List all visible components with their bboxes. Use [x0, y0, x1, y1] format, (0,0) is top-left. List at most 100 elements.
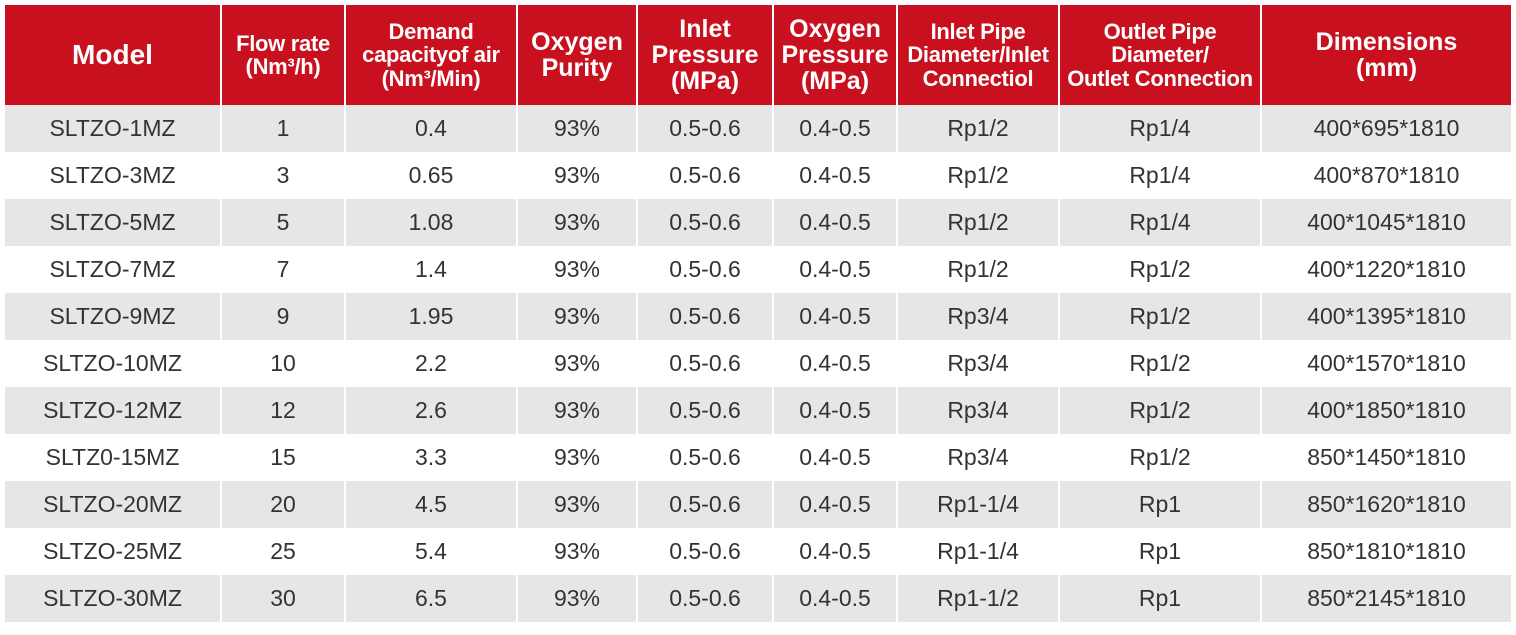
cell-outlet-pipe: Rp1/2 — [1058, 387, 1261, 434]
table-row: SLTZO-25MZ 25 5.4 93% 0.5-0.6 0.4-0.5 Rp1-1/4 R… — [5, 528, 1511, 575]
cell-flow-rate: 12 — [220, 387, 345, 434]
cell-oxygen-purity: 93% — [516, 152, 637, 199]
table-row: SLTZO-5MZ 5 1.08 93% 0.5-0.6 0.4-0.5 Rp1/2 Rp1/… — [5, 199, 1511, 246]
cell-outlet-pipe: Rp1/2 — [1058, 293, 1261, 340]
cell-inlet-pressure: 0.5-0.6 — [636, 152, 773, 199]
cell-dimensions: 850*1810*1810 — [1260, 528, 1511, 575]
cell-oxygen-purity: 93% — [516, 387, 637, 434]
cell-dimensions: 400*870*1810 — [1260, 152, 1511, 199]
table-header: Model Flow rate (Nm³/h) Demand capacityo… — [5, 5, 1511, 105]
cell-oxygen-purity: 93% — [516, 481, 637, 528]
cell-outlet-pipe: Rp1/4 — [1058, 105, 1261, 152]
cell-inlet-pipe: Rp3/4 — [896, 434, 1059, 481]
cell-flow-rate: 30 — [220, 575, 345, 622]
cell-oxygen-pressure: 0.4-0.5 — [772, 575, 897, 622]
cell-outlet-pipe: Rp1/2 — [1058, 246, 1261, 293]
cell-flow-rate: 9 — [220, 293, 345, 340]
cell-dimensions: 400*1850*1810 — [1260, 387, 1511, 434]
cell-air-demand: 1.4 — [344, 246, 517, 293]
header-outlet-pipe: Outlet Pipe Diameter/ Outlet Connection — [1058, 5, 1261, 105]
cell-oxygen-purity: 93% — [516, 340, 637, 387]
cell-model: SLTZO-5MZ — [5, 199, 221, 246]
cell-inlet-pressure: 0.5-0.6 — [636, 528, 773, 575]
oxygen-generator-spec-table: Model Flow rate (Nm³/h) Demand capacityo… — [5, 5, 1511, 622]
cell-oxygen-pressure: 0.4-0.5 — [772, 481, 897, 528]
cell-dimensions: 400*1570*1810 — [1260, 340, 1511, 387]
cell-outlet-pipe: Rp1 — [1058, 528, 1261, 575]
table-row: SLTZO-9MZ 9 1.95 93% 0.5-0.6 0.4-0.5 Rp3/4 Rp1/… — [5, 293, 1511, 340]
cell-model: SLTZO-30MZ — [5, 575, 221, 622]
cell-inlet-pipe: Rp3/4 — [896, 387, 1059, 434]
cell-dimensions: 850*1450*1810 — [1260, 434, 1511, 481]
cell-dimensions: 400*1395*1810 — [1260, 293, 1511, 340]
cell-oxygen-purity: 93% — [516, 293, 637, 340]
cell-flow-rate: 15 — [220, 434, 345, 481]
cell-inlet-pressure: 0.5-0.6 — [636, 481, 773, 528]
cell-flow-rate: 25 — [220, 528, 345, 575]
cell-inlet-pressure: 0.5-0.6 — [636, 575, 773, 622]
table-row: SLTZO-12MZ 12 2.6 93% 0.5-0.6 0.4-0.5 Rp3/4 Rp1… — [5, 387, 1511, 434]
cell-inlet-pipe: Rp1-1/4 — [896, 528, 1059, 575]
cell-dimensions: 400*1220*1810 — [1260, 246, 1511, 293]
cell-oxygen-purity: 93% — [516, 528, 637, 575]
cell-inlet-pipe: Rp3/4 — [896, 340, 1059, 387]
cell-outlet-pipe: Rp1 — [1058, 575, 1261, 622]
cell-oxygen-pressure: 0.4-0.5 — [772, 152, 897, 199]
cell-inlet-pressure: 0.5-0.6 — [636, 246, 773, 293]
cell-oxygen-pressure: 0.4-0.5 — [772, 199, 897, 246]
cell-flow-rate: 3 — [220, 152, 345, 199]
cell-air-demand: 3.3 — [344, 434, 517, 481]
cell-flow-rate: 10 — [220, 340, 345, 387]
table-row: SLTZO-7MZ 7 1.4 93% 0.5-0.6 0.4-0.5 Rp1/2 Rp1/2… — [5, 246, 1511, 293]
cell-oxygen-purity: 93% — [516, 575, 637, 622]
cell-dimensions: 400*1045*1810 — [1260, 199, 1511, 246]
cell-oxygen-pressure: 0.4-0.5 — [772, 387, 897, 434]
cell-model: SLTZO-3MZ — [5, 152, 221, 199]
cell-model: SLTZO-20MZ — [5, 481, 221, 528]
cell-model: SLTZO-9MZ — [5, 293, 221, 340]
cell-air-demand: 2.2 — [344, 340, 517, 387]
header-model: Model — [5, 5, 221, 105]
cell-flow-rate: 7 — [220, 246, 345, 293]
cell-air-demand: 1.08 — [344, 199, 517, 246]
cell-oxygen-purity: 93% — [516, 105, 637, 152]
header-oxygen-pressure: Oxygen Pressure (MPa) — [772, 5, 897, 105]
cell-inlet-pipe: Rp1-1/2 — [896, 575, 1059, 622]
cell-oxygen-pressure: 0.4-0.5 — [772, 528, 897, 575]
cell-inlet-pipe: Rp1/2 — [896, 246, 1059, 293]
cell-air-demand: 0.4 — [344, 105, 517, 152]
cell-model: SLTZO-1MZ — [5, 105, 221, 152]
cell-air-demand: 0.65 — [344, 152, 517, 199]
cell-oxygen-purity: 93% — [516, 434, 637, 481]
cell-oxygen-pressure: 0.4-0.5 — [772, 340, 897, 387]
header-flow-rate: Flow rate (Nm³/h) — [220, 5, 345, 105]
cell-outlet-pipe: Rp1/4 — [1058, 199, 1261, 246]
table-row: SLTZO-3MZ 3 0.65 93% 0.5-0.6 0.4-0.5 Rp1/2 Rp1/… — [5, 152, 1511, 199]
cell-oxygen-pressure: 0.4-0.5 — [772, 434, 897, 481]
cell-outlet-pipe: Rp1/2 — [1058, 434, 1261, 481]
cell-inlet-pipe: Rp1/2 — [896, 152, 1059, 199]
cell-air-demand: 2.6 — [344, 387, 517, 434]
cell-model: SLTZO-12MZ — [5, 387, 221, 434]
cell-oxygen-pressure: 0.4-0.5 — [772, 293, 897, 340]
cell-outlet-pipe: Rp1 — [1058, 481, 1261, 528]
cell-model: SLTZ0-15MZ — [5, 434, 221, 481]
cell-inlet-pipe: Rp1-1/4 — [896, 481, 1059, 528]
cell-dimensions: 400*695*1810 — [1260, 105, 1511, 152]
cell-inlet-pipe: Rp3/4 — [896, 293, 1059, 340]
cell-inlet-pressure: 0.5-0.6 — [636, 387, 773, 434]
table-row: SLTZO-20MZ 20 4.5 93% 0.5-0.6 0.4-0.5 Rp1-1/4 R… — [5, 481, 1511, 528]
header-inlet-pressure: Inlet Pressure (MPa) — [636, 5, 773, 105]
cell-outlet-pipe: Rp1/4 — [1058, 152, 1261, 199]
cell-inlet-pressure: 0.5-0.6 — [636, 199, 773, 246]
cell-air-demand: 6.5 — [344, 575, 517, 622]
cell-model: SLTZO-7MZ — [5, 246, 221, 293]
header-dimensions: Dimensions (mm) — [1260, 5, 1511, 105]
cell-oxygen-purity: 93% — [516, 246, 637, 293]
cell-oxygen-pressure: 0.4-0.5 — [772, 246, 897, 293]
cell-dimensions: 850*1620*1810 — [1260, 481, 1511, 528]
cell-model: SLTZO-25MZ — [5, 528, 221, 575]
cell-flow-rate: 5 — [220, 199, 345, 246]
cell-flow-rate: 20 — [220, 481, 345, 528]
header-oxygen-purity: Oxygen Purity — [516, 5, 637, 105]
